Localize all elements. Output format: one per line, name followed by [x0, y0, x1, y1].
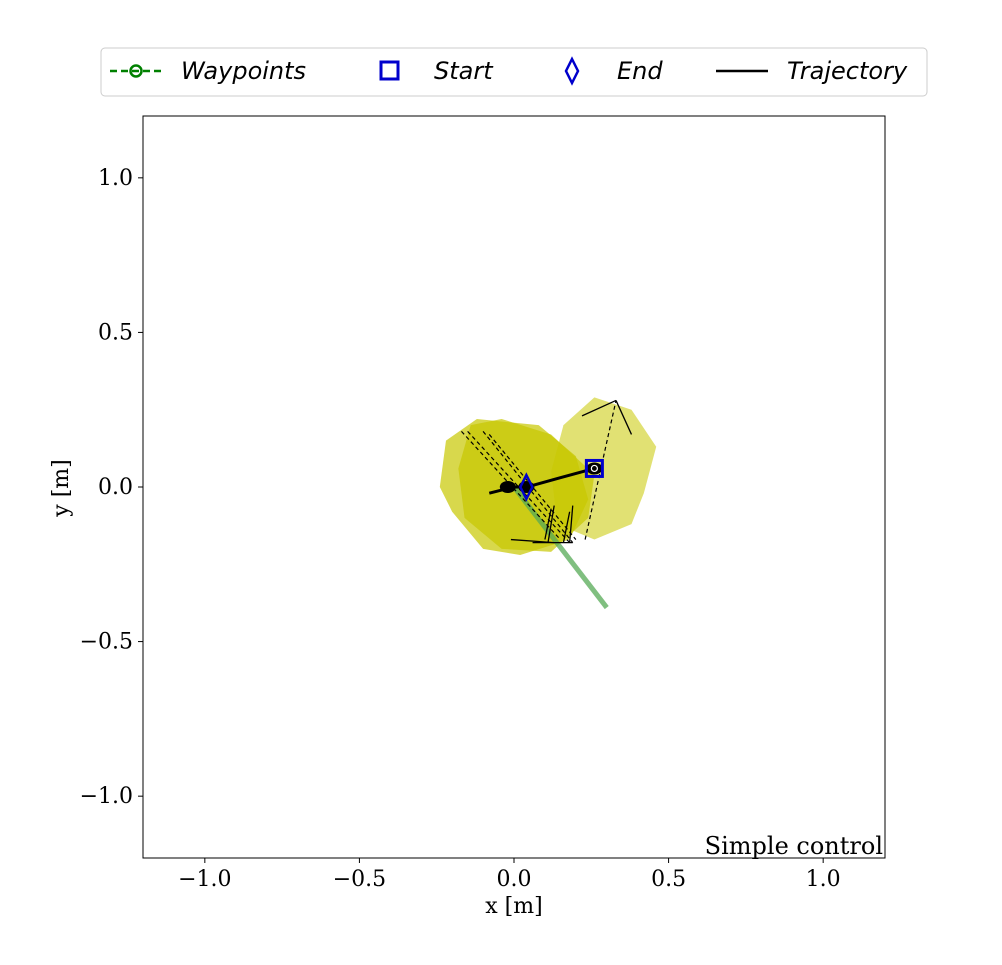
- legend-end-marker: [564, 56, 580, 86]
- legend-waypoints-marker: [110, 64, 162, 78]
- x-axis-ticks: −1.0 −0.5 0.0 0.5 1.0: [178, 858, 841, 892]
- waypoint-path-line: [512, 485, 609, 610]
- legend-frame: [100, 47, 928, 97]
- x-tick-label: 0.5: [651, 867, 686, 892]
- robot-position-ring-0: [590, 464, 598, 473]
- dashed-line-4: [488, 434, 577, 540]
- solid-segment-6: [544, 508, 552, 540]
- y-axis-ticks: −1.0 −0.5 0.0 0.5 1.0: [80, 166, 143, 809]
- legend-start-marker: [379, 60, 400, 81]
- x-tick-label: −1.0: [178, 867, 231, 892]
- y-tick-label: −1.0: [80, 784, 133, 809]
- solid-segment-0: [581, 399, 617, 417]
- solid-segment-7: [562, 511, 571, 543]
- start-marker: [584, 458, 604, 478]
- legend-trajectory-label: Trajectory: [787, 57, 908, 85]
- x-tick-label: −0.5: [333, 867, 386, 892]
- y-axis-label: y [m]: [49, 459, 74, 517]
- legend-end-label: End: [617, 57, 663, 85]
- robot-position-2: [499, 481, 516, 493]
- y-tick-label: 1.0: [98, 166, 133, 191]
- legend: Waypoints Start End Trajectory: [100, 47, 928, 97]
- y-tick-label: 0.0: [98, 475, 133, 500]
- legend-waypoints-label: Waypoints: [181, 57, 306, 85]
- robot-position-0: [586, 462, 603, 475]
- solid-segment-5: [569, 505, 574, 543]
- legend-start-label: Start: [434, 57, 494, 85]
- solid-segment-4: [547, 505, 555, 543]
- x-tick-label: 1.0: [806, 867, 841, 892]
- y-tick-label: 0.5: [98, 320, 133, 345]
- x-axis-label: x [m]: [485, 894, 542, 919]
- plot-area: [439, 397, 657, 610]
- annotation-text: Simple control: [705, 832, 883, 860]
- y-tick-label: −0.5: [80, 630, 133, 655]
- end-marker: [518, 472, 534, 502]
- x-tick-label: 0.0: [497, 867, 532, 892]
- solid-segment-1: [615, 400, 633, 435]
